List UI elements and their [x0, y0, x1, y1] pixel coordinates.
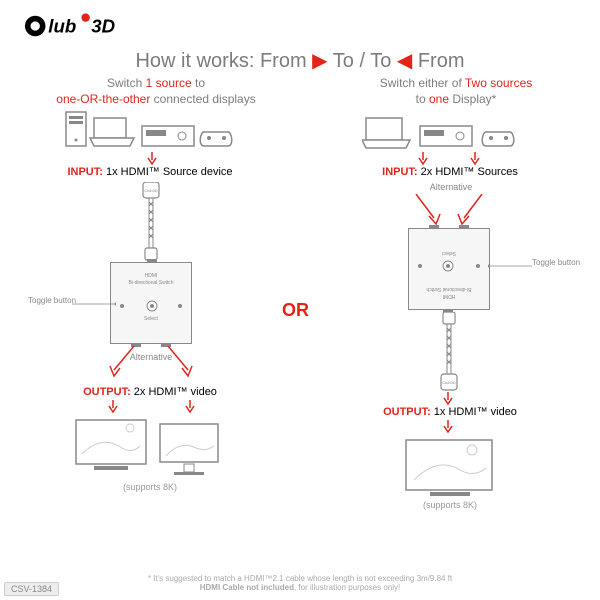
brand-logo: lub 3D	[24, 12, 136, 40]
left-supports-text: (supports 8K)	[40, 482, 260, 492]
left-subtitle: Switch 1 source to one-OR-the-other conn…	[36, 76, 276, 107]
right-output-label: OUTPUT: 1x HDMI™ video	[340, 406, 560, 418]
right-output-arrow-icon	[443, 392, 453, 406]
left-hdmi-cable: Club3D	[138, 182, 164, 262]
callout-line	[488, 262, 532, 270]
svg-text:Club3D: Club3D	[144, 188, 157, 193]
led-icon	[417, 263, 423, 269]
left-output-arrow2-icon	[185, 400, 195, 414]
left-switch-device: HDMI Bi-directional Switch Select	[110, 262, 192, 344]
right-input-arrow2-icon	[470, 152, 480, 166]
led-icon	[119, 303, 125, 309]
main-title: How it works: From ▶ To / To ◀ From	[0, 48, 600, 73]
left-input-arrow-icon	[147, 152, 157, 166]
or-separator: OR	[282, 300, 309, 321]
right-switch-device: HDMI Bi-directional Switch Select	[408, 228, 490, 310]
left-output-label: OUTPUT: 2x HDMI™ video	[40, 386, 260, 398]
right-input-label: INPUT: 2x HDMI™ Sources	[340, 166, 560, 178]
led-icon	[475, 263, 481, 269]
title-mid: To / To	[333, 50, 392, 72]
right-supports-text: (supports 8K)	[340, 500, 560, 510]
left-split-arrows	[104, 346, 204, 386]
left-toggle-callout: Toggle button	[28, 296, 76, 305]
footnote: * It's suggested to match a HDMI™2.1 cab…	[0, 574, 600, 592]
right-hdmi-cable: Club3D	[436, 312, 462, 392]
callout-line	[72, 300, 116, 308]
right-toggle-callout: Toggle button	[532, 258, 580, 267]
left-input-label: INPUT: 1x HDMI™ Source device	[40, 166, 260, 178]
right-toggle-button-icon	[441, 259, 455, 273]
right-merge-arrows	[402, 194, 502, 230]
led-icon	[177, 303, 183, 309]
svg-text:3D: 3D	[91, 16, 115, 37]
right-subtitle: Switch either of Two sources to one Disp…	[336, 76, 576, 107]
left-toggle-button-icon	[145, 299, 159, 313]
title-prefix: How it works: From	[135, 50, 306, 72]
left-displays	[72, 416, 232, 486]
svg-text:lub: lub	[48, 16, 76, 37]
arrow-left-icon: ◀	[397, 50, 412, 72]
left-output-arrow1-icon	[108, 400, 118, 414]
model-badge: CSV-1384	[4, 582, 59, 596]
left-source-devices	[64, 110, 244, 150]
title-suffix: From	[418, 50, 465, 72]
right-display	[400, 436, 500, 502]
right-source-devices	[362, 110, 542, 150]
right-input-arrow1-icon	[418, 152, 428, 166]
svg-text:Club3D: Club3D	[442, 380, 455, 385]
right-output-arrow2-icon	[443, 420, 453, 434]
arrow-right-icon: ▶	[312, 50, 327, 72]
right-alternative-label: Alternative	[418, 182, 484, 192]
